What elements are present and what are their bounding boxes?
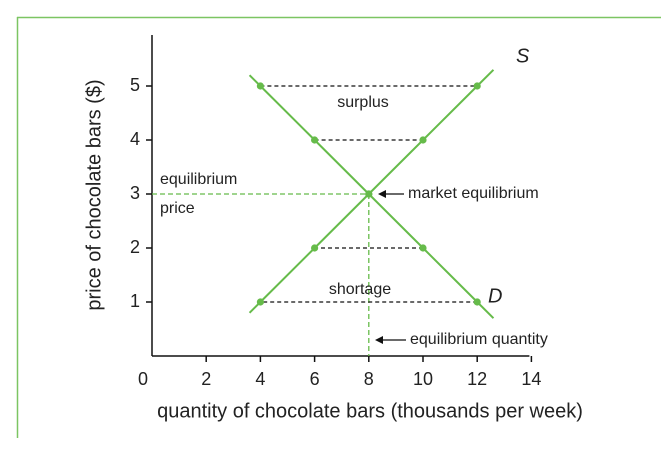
y-tick-label: 2 [130, 237, 140, 257]
point [473, 298, 481, 306]
x-tick-label: 8 [364, 369, 374, 389]
x-tick-label: 2 [201, 369, 211, 389]
x-tick-label: 4 [255, 369, 265, 389]
point [473, 82, 481, 90]
annotation: shortage [329, 281, 391, 298]
annotation: market equilibrium [408, 185, 539, 202]
arrowhead [378, 190, 386, 198]
y-axis-title: price of chocolate bars ($) [83, 79, 105, 310]
y-tick-label: 1 [130, 291, 140, 311]
point [419, 244, 427, 252]
point [256, 298, 264, 306]
point [311, 136, 319, 144]
x-tick-label: 14 [521, 369, 541, 389]
point [419, 136, 427, 144]
y-tick-label: 5 [130, 75, 140, 95]
x-tick-label: 10 [413, 369, 433, 389]
x-tick-label: 6 [310, 369, 320, 389]
y-tick-label: 3 [130, 183, 140, 203]
annotation: price [160, 200, 195, 217]
x-axis-title: quantity of chocolate bars (thousands pe… [157, 400, 583, 422]
arrowhead [375, 336, 383, 344]
x-tick-label: 0 [138, 369, 148, 389]
point [256, 82, 264, 90]
series-label: S [516, 45, 530, 67]
series-label: D [488, 285, 502, 307]
annotation: equilibrium quantity [410, 331, 548, 348]
x-tick-label: 12 [467, 369, 487, 389]
point [365, 190, 373, 198]
annotation: surplus [337, 94, 389, 111]
annotation: equilibrium [160, 171, 237, 188]
y-tick-label: 4 [130, 129, 140, 149]
point [311, 244, 319, 252]
